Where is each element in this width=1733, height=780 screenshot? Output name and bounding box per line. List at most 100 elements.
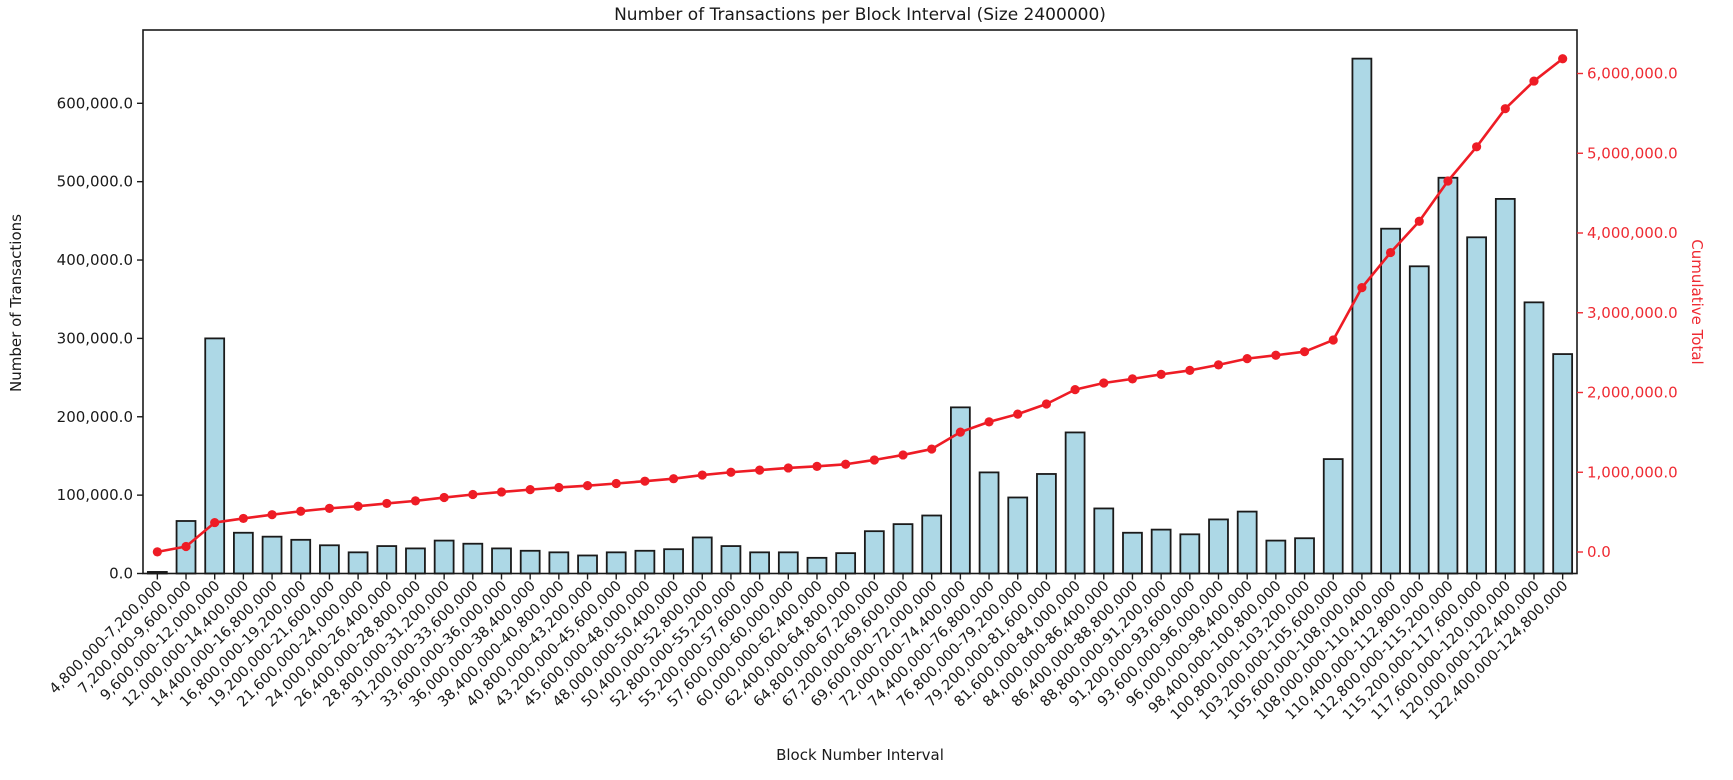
cumulative-point: [898, 450, 908, 460]
bar: [261, 535, 283, 575]
bar: [720, 545, 742, 575]
cumulative-point: [1213, 360, 1224, 370]
cumulative-point: [1558, 54, 1568, 64]
cumulative-point: [1443, 176, 1453, 186]
cumulative-line: [156, 57, 1564, 554]
cumulative-point: [869, 455, 879, 465]
plot-area: 0.0 100,000.0 200,000.0 300,000.0 400,000.0 5…: [47, 29, 1678, 723]
cumulative-point: [324, 503, 335, 513]
cumulative-point: [1299, 347, 1310, 357]
cumulative-point: [296, 506, 306, 516]
bar: [519, 549, 541, 575]
cumulative-point: [582, 481, 593, 491]
cumulative-point: [1041, 399, 1052, 409]
bar: [433, 539, 455, 575]
cumulative-point: [812, 461, 822, 471]
cumulative-point: [1414, 216, 1424, 226]
y-right-tick-label: 3,000,000.0: [1587, 304, 1678, 322]
cumulative-point: [439, 492, 449, 503]
bar: [806, 556, 828, 575]
y-left-tick-label: 500,000.0: [57, 173, 133, 191]
bar: [1093, 507, 1115, 575]
bar: [347, 551, 369, 575]
y-left-tick-label: 400,000.0: [57, 251, 133, 269]
cumulative-point: [1357, 283, 1367, 293]
cumulative-point: [927, 444, 937, 454]
cumulative-point: [611, 478, 621, 489]
y-right-tick-label: 4,000,000.0: [1587, 224, 1678, 242]
cumulative-point: [1185, 365, 1195, 376]
y-right-tick-label: 2,000,000.0: [1587, 384, 1678, 402]
cumulative-point: [554, 482, 564, 493]
y-left-tick-label: 200,000.0: [57, 408, 133, 426]
cumulative-point: [697, 470, 707, 480]
bar: [1122, 531, 1143, 575]
bar: [978, 471, 1000, 575]
cumulative-point: [1500, 104, 1510, 114]
cumulative-point: [1070, 385, 1080, 395]
bar: [1437, 176, 1459, 575]
cumulative-point: [640, 476, 650, 486]
bar: [892, 523, 914, 575]
cumulative-point: [468, 489, 478, 500]
bar: [376, 545, 398, 575]
bar: [1179, 533, 1201, 575]
bar: [1265, 539, 1287, 575]
cumulative-point: [1099, 378, 1109, 388]
bar: [1007, 496, 1029, 575]
cumulative-point: [668, 474, 679, 484]
bar: [1322, 458, 1344, 575]
cumulative-point: [267, 510, 277, 520]
bar: [1236, 510, 1258, 575]
bar: [921, 514, 943, 575]
bar: [634, 549, 656, 575]
y-left-tick-label: 0.0: [109, 565, 133, 583]
bar: [491, 547, 512, 575]
bar: [1208, 518, 1229, 575]
bar: [1351, 57, 1373, 575]
bar: [749, 551, 770, 575]
y-right-tick-label: 6,000,000.0: [1587, 65, 1678, 83]
cumulative-point: [1385, 247, 1396, 258]
bar: [1064, 431, 1086, 575]
cumulative-point: [1529, 76, 1539, 86]
cumulative-point: [496, 487, 507, 497]
x-axis-label: Block Number Interval: [776, 746, 944, 764]
bar: [462, 542, 484, 575]
y-right-tick-label: 1,000,000.0: [1587, 463, 1678, 481]
cumulative-point: [382, 498, 392, 509]
cumulative-point: [1127, 374, 1138, 384]
cumulative-point: [353, 501, 363, 511]
cumulative-point: [841, 459, 851, 469]
bar: [777, 551, 799, 575]
bar: [1408, 265, 1430, 575]
cumulative-point: [726, 467, 736, 477]
bar: [548, 551, 570, 575]
bar: [1036, 473, 1057, 575]
cumulative-point: [238, 513, 248, 524]
y-right-tick-label: 5,000,000.0: [1587, 144, 1678, 162]
bar: [290, 538, 312, 575]
cumulative-point: [1156, 369, 1166, 379]
y-left-tick-label: 300,000.0: [57, 329, 133, 347]
bar: [691, 536, 713, 575]
cumulative-point: [1328, 335, 1338, 345]
y-right-tick-label: 0.0: [1587, 543, 1611, 561]
cumulative-point: [783, 463, 793, 473]
bar: [1150, 528, 1172, 575]
y-axis-right-label: Cumulative Total: [1688, 239, 1706, 364]
cumulative-point: [1271, 350, 1281, 360]
cumulative-point: [1242, 354, 1252, 364]
cumulative-point: [1013, 409, 1023, 419]
bar: [405, 547, 426, 575]
bar: [1466, 236, 1487, 575]
cumulative-point: [525, 485, 535, 495]
cumulative-point: [410, 496, 421, 506]
bar: [577, 554, 598, 575]
cumulative-point: [984, 417, 994, 427]
cumulative-point: [1472, 142, 1482, 152]
cumulative-point: [955, 427, 965, 437]
y-left-tick-label: 100,000.0: [57, 486, 133, 504]
